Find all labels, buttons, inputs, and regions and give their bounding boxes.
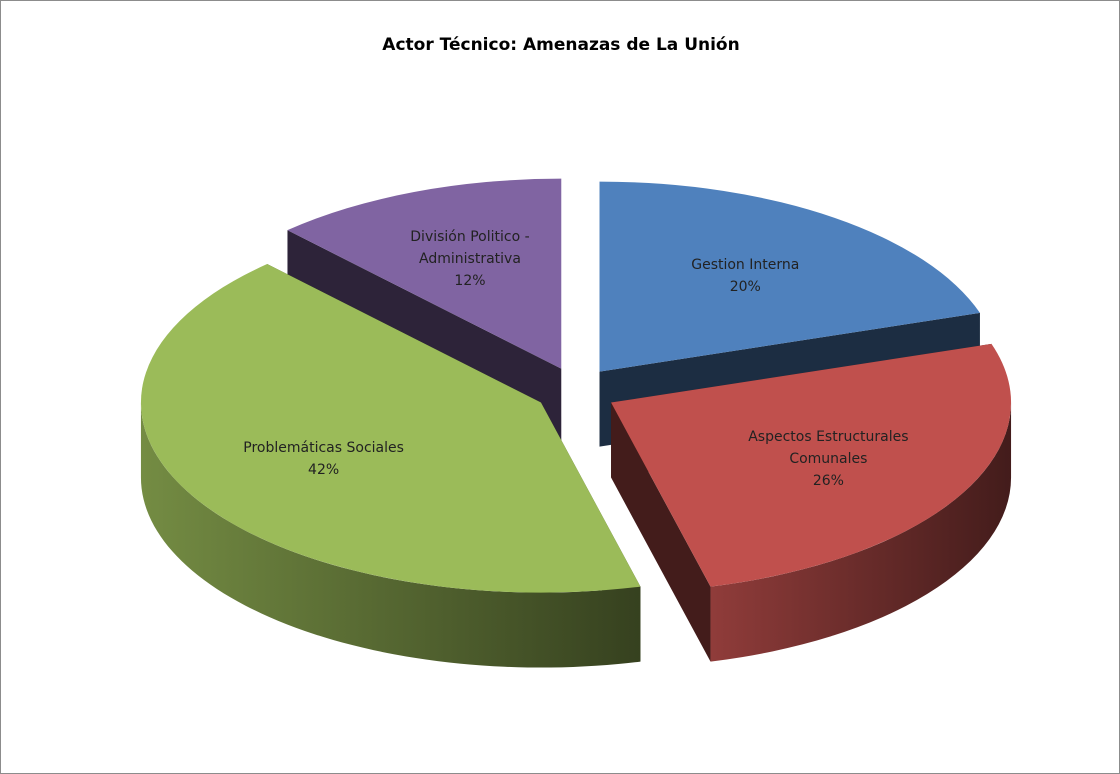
data-label: División Politico - Administrativa 12%	[395, 226, 545, 292]
slice-wall	[710, 402, 1012, 662]
data-label: Aspectos Estructurales Comunales 26%	[718, 426, 938, 492]
slice-side	[611, 402, 711, 662]
slice-wall	[140, 402, 641, 668]
slice	[599, 181, 980, 372]
value-label: 42%	[308, 462, 340, 479]
slice	[287, 178, 562, 369]
chart-title: Actor Técnico: Amenazas de La Unión	[382, 35, 740, 55]
data-label: Problemáticas Sociales 42%	[214, 437, 434, 481]
value-label: 26%	[812, 473, 844, 490]
value-label: 12%	[454, 273, 486, 290]
value-label: 20%	[729, 279, 761, 296]
category-label: Gestion Interna	[691, 257, 800, 274]
data-label: Gestion Interna 20%	[635, 254, 855, 298]
slice	[140, 264, 641, 593]
category-label: División Politico - Administrativa	[410, 229, 530, 268]
category-label: Aspectos Estructurales Comunales	[748, 429, 909, 468]
category-label: Problemáticas Sociales	[243, 440, 404, 457]
slice	[611, 343, 1012, 587]
